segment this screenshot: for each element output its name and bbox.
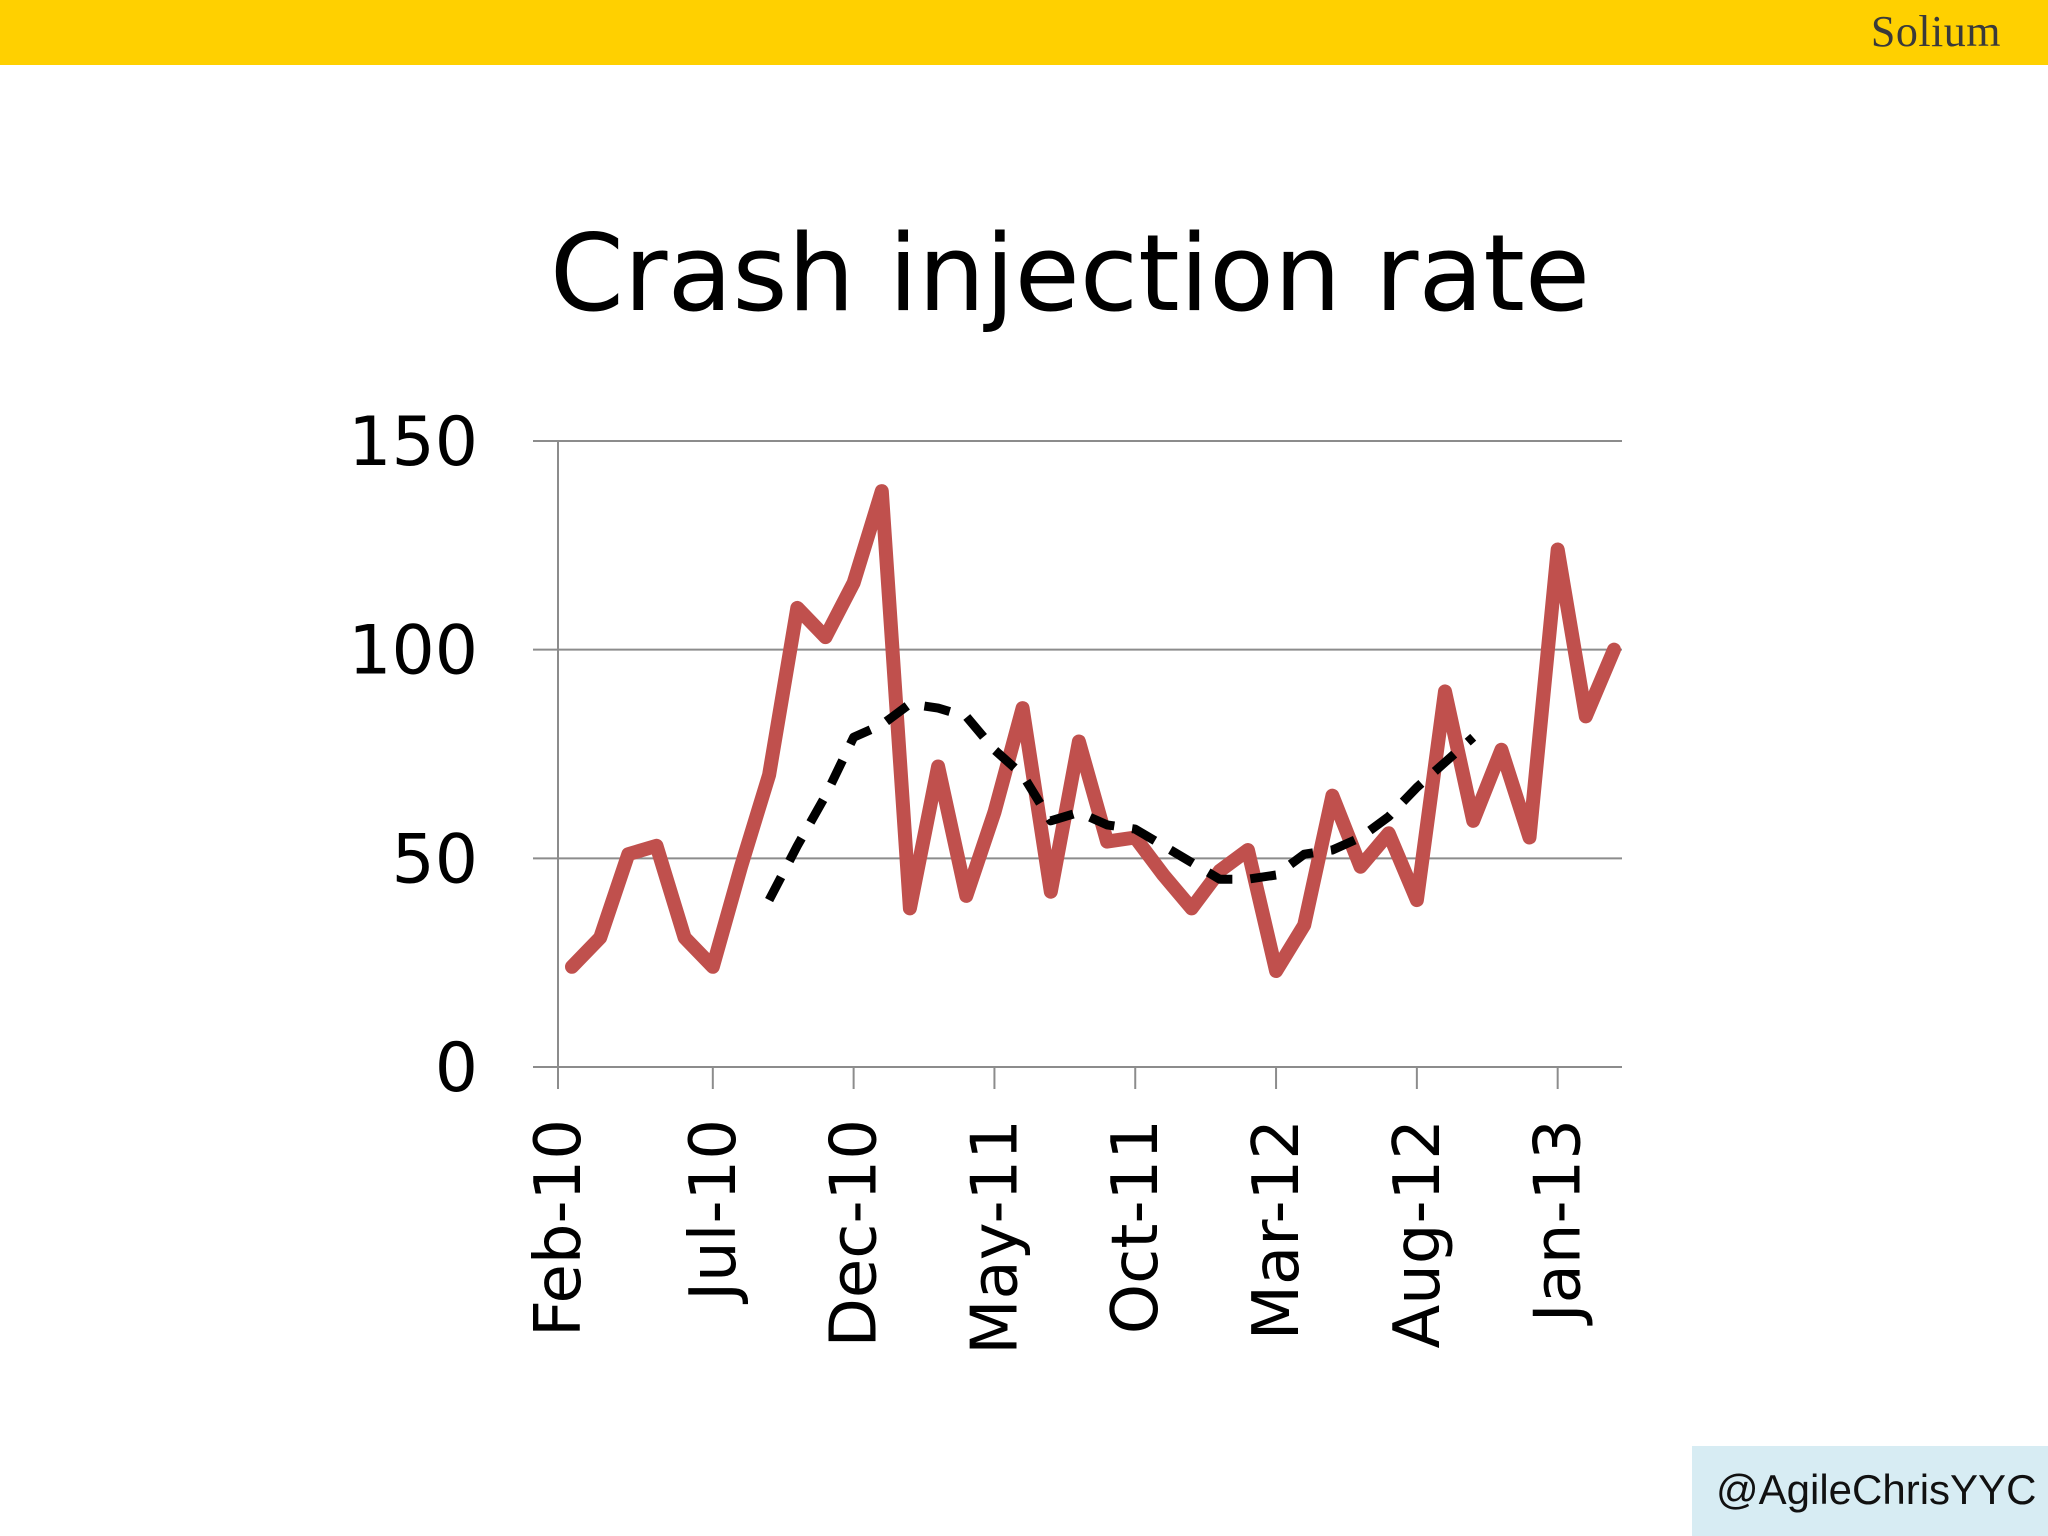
x-tick-label-feb-10: Feb-10 bbox=[522, 1119, 596, 1337]
x-tick-label-aug-12: Aug-12 bbox=[1381, 1119, 1455, 1349]
series-line-monthly bbox=[565, 484, 1621, 978]
y-tick-label-100: 100 bbox=[348, 612, 478, 691]
x-tick-label-jan-13: Jan-13 bbox=[1522, 1119, 1596, 1326]
y-tick-label-0: 0 bbox=[435, 1029, 478, 1108]
series-line-moving-average bbox=[765, 699, 1477, 903]
author-handle: @AgileChrisYYC bbox=[1716, 1466, 2037, 1513]
x-tick-label-oct-11: Oct-11 bbox=[1099, 1119, 1173, 1334]
header-bar: Solium bbox=[0, 0, 2048, 65]
y-tick-label-150: 150 bbox=[348, 403, 478, 482]
chart-title: Crash injection rate bbox=[550, 212, 1590, 335]
y-tick-label-50: 50 bbox=[391, 820, 478, 899]
x-tick-label-dec-10: Dec-10 bbox=[818, 1119, 892, 1347]
x-tick-label-jul-10: Jul-10 bbox=[677, 1119, 751, 1305]
brand-logo: Solium bbox=[1870, 7, 2001, 56]
author-handle-box: @AgileChrisYYC bbox=[1692, 1446, 2048, 1536]
x-tick-label-mar-12: Mar-12 bbox=[1240, 1119, 1314, 1340]
x-tick-label-may-11: May-11 bbox=[958, 1119, 1032, 1355]
